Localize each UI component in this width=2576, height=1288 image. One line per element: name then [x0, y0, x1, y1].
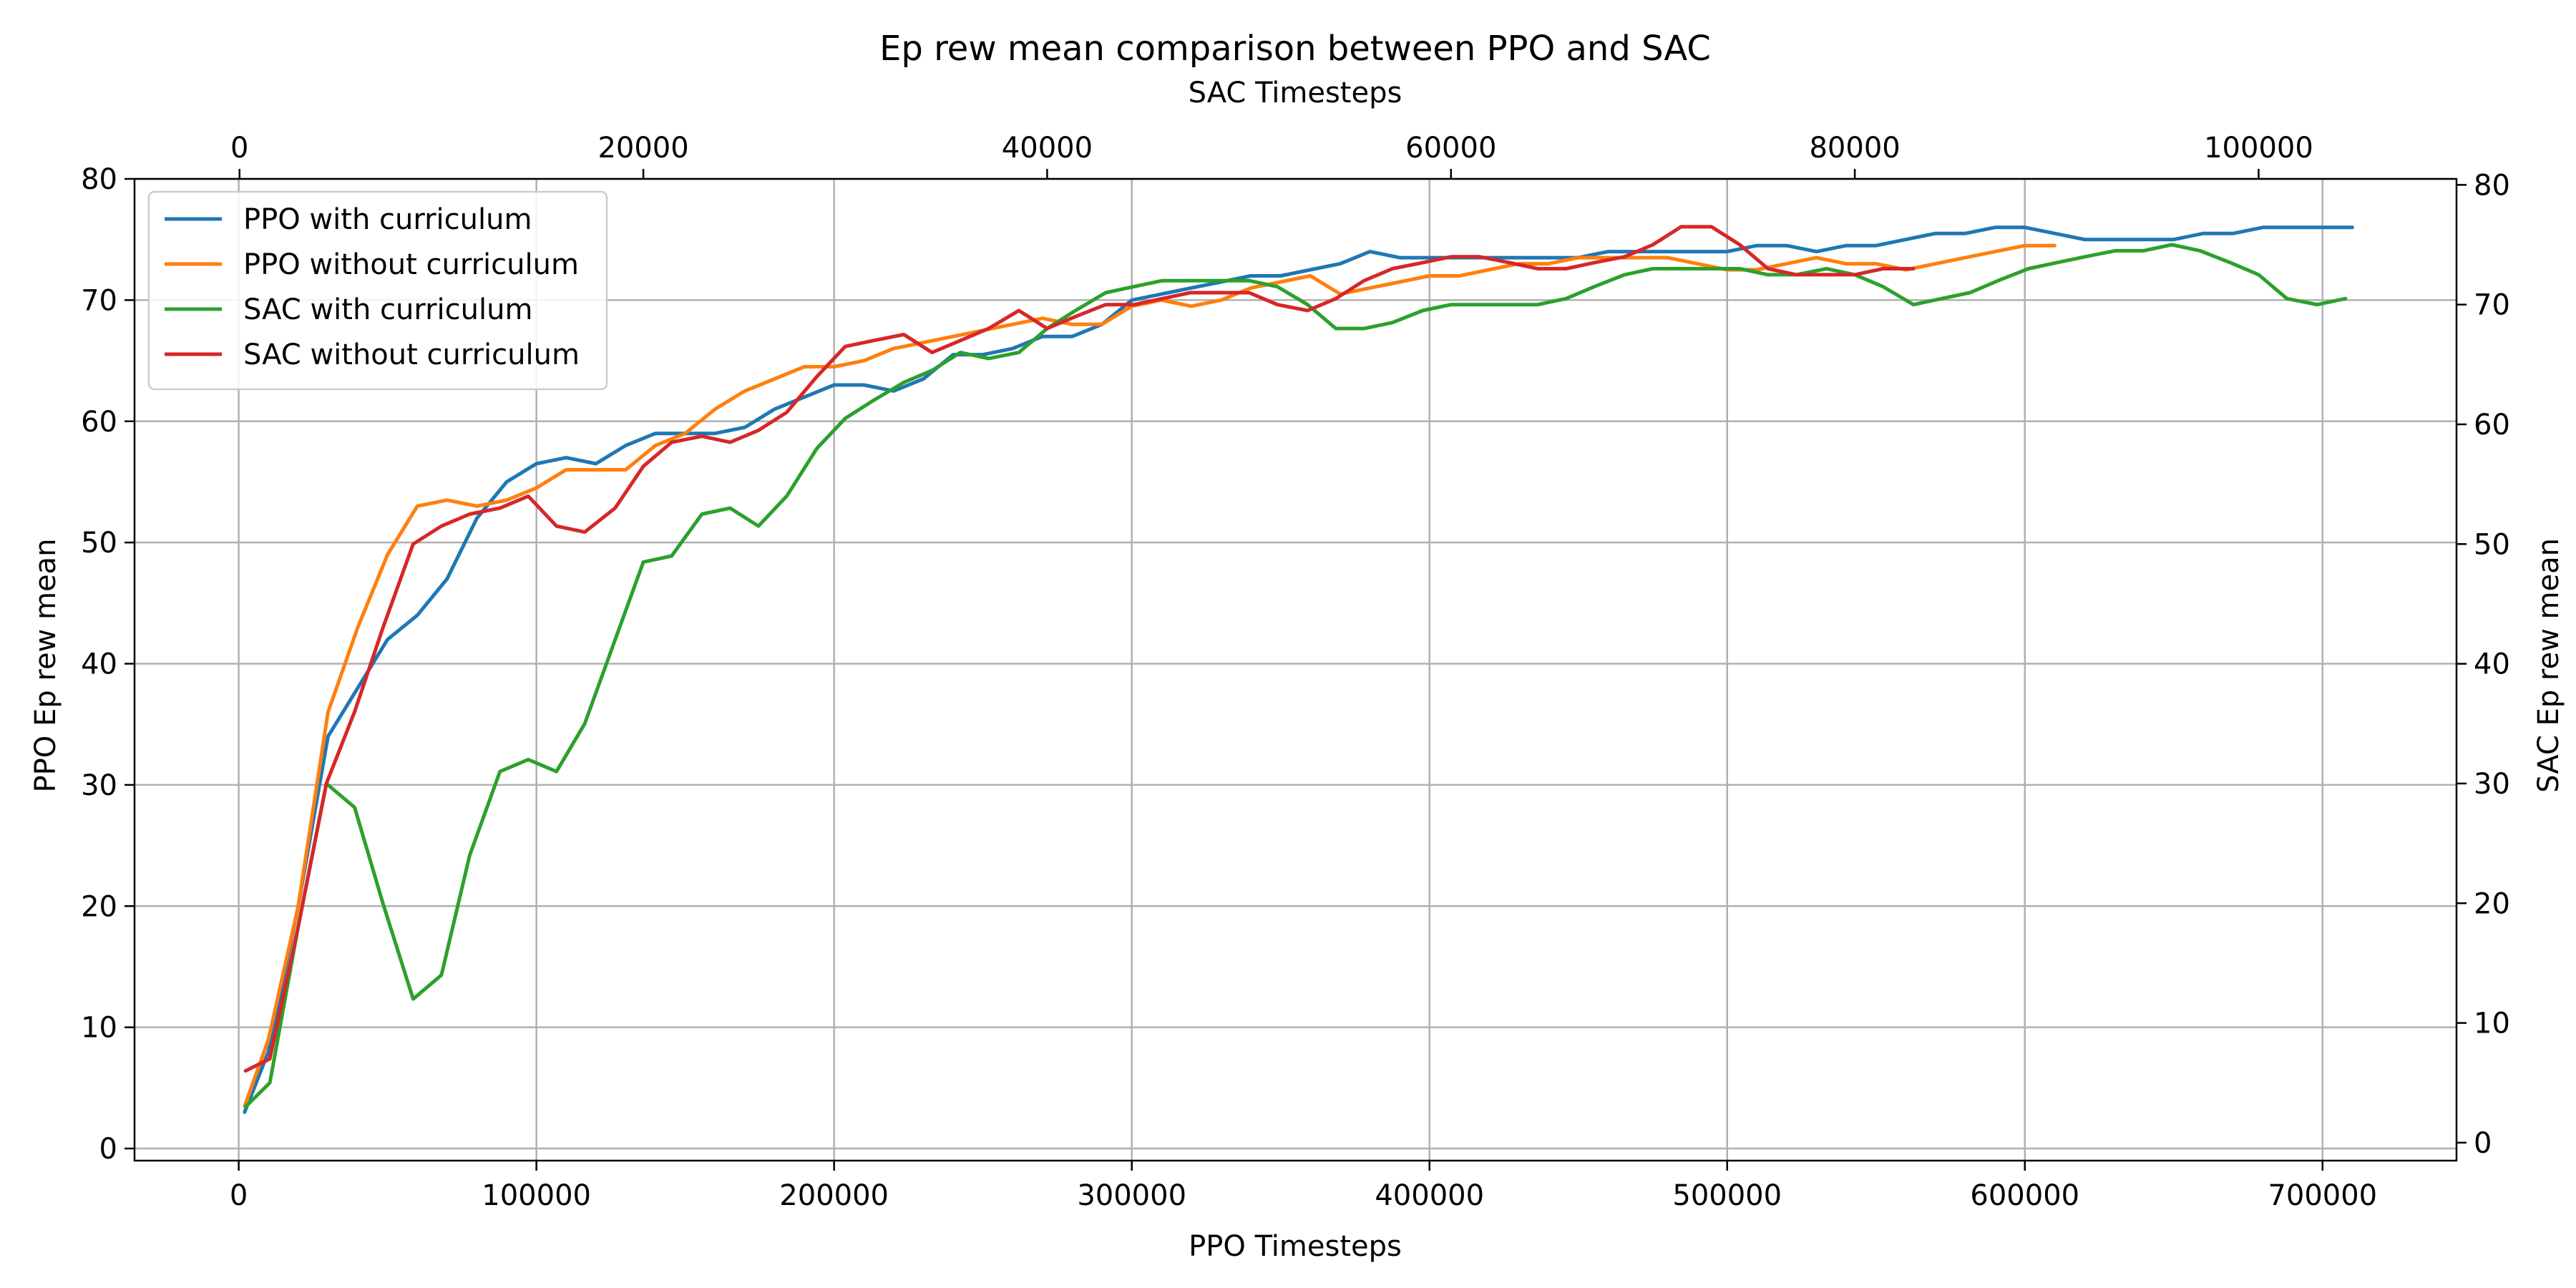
legend-label: PPO with curriculum [243, 203, 532, 236]
y2-tick-label: 70 [2474, 289, 2510, 322]
y-tick-label: 20 [81, 890, 117, 923]
y-tick-label: 80 [81, 163, 117, 196]
x2-axis-title: SAC Timesteps [1189, 77, 1402, 109]
y2-tick-label: 50 [2474, 528, 2510, 561]
x-tick-label: 600000 [1970, 1179, 2079, 1212]
y-tick-label: 70 [81, 284, 117, 317]
series-line-3 [243, 243, 2348, 1109]
x-tick-label: 300000 [1077, 1179, 1186, 1212]
y2-tick-label: 10 [2474, 1008, 2510, 1040]
legend-box [147, 190, 608, 391]
x2-tick-label: 60000 [1405, 132, 1496, 165]
x-tick-label: 400000 [1375, 1179, 1484, 1212]
legend-label: SAC without curriculum [243, 338, 580, 371]
legend: PPO with curriculum PPO without curriculu… [147, 190, 608, 391]
series-line-4 [243, 225, 1916, 1073]
y2-tick-label: 0 [2474, 1127, 2492, 1160]
y2-tick-label: 30 [2474, 768, 2510, 801]
plot-frame [133, 177, 2458, 1162]
y2-tick-label: 40 [2474, 648, 2510, 681]
legend-label: PPO without curriculum [243, 248, 579, 281]
y-tick-label: 30 [81, 769, 117, 802]
x2-tick-label: 0 [230, 132, 248, 165]
series-lines [243, 225, 2354, 1114]
y-tick-label: 10 [81, 1012, 117, 1045]
y2-axis-title: SAC Ep rew mean [2532, 538, 2565, 793]
axis-ticks: 0 100000 200000 300000 400000 500000 600000 700… [81, 132, 2510, 1212]
chart-title: Ep rew mean comparison between PPO and S… [879, 29, 1711, 69]
x-tick-label: 500000 [1672, 1179, 1782, 1212]
y-tick-label: 50 [81, 527, 117, 560]
x-tick-label: 700000 [2268, 1179, 2377, 1212]
y-axis-title: PPO Ep rew mean [29, 539, 62, 793]
x-tick-label: 0 [230, 1179, 248, 1212]
x2-tick-label: 20000 [597, 132, 688, 165]
legend-label: SAC with curriculum [243, 293, 532, 326]
x2-tick-label: 80000 [1809, 132, 1900, 165]
x2-tick-label: 100000 [2204, 132, 2313, 165]
y-tick-label: 0 [99, 1133, 117, 1166]
x-tick-label: 200000 [779, 1179, 889, 1212]
y2-tick-label: 60 [2474, 409, 2510, 441]
gridlines [135, 177, 2457, 1161]
y-tick-label: 60 [81, 406, 117, 439]
x-axis-title: PPO Timesteps [1189, 1230, 1402, 1263]
y2-tick-label: 80 [2474, 169, 2510, 202]
x2-tick-label: 40000 [1002, 132, 1093, 165]
y2-tick-label: 20 [2474, 887, 2510, 920]
series-line-1 [243, 225, 2354, 1114]
x-tick-label: 100000 [482, 1179, 591, 1212]
y-tick-label: 40 [81, 648, 117, 681]
